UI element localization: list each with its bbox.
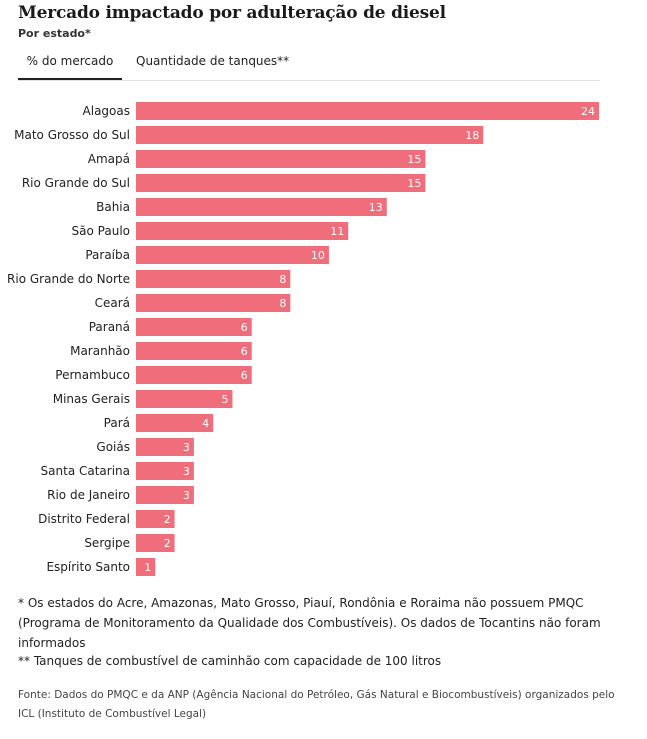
tab-bar: % do mercado Quantidade de tanques** bbox=[18, 46, 600, 81]
bar[interactable] bbox=[136, 246, 329, 264]
value-label: 13 bbox=[369, 201, 383, 214]
chart-subtitle: Por estado* bbox=[18, 27, 91, 40]
value-label: 1 bbox=[144, 561, 151, 574]
bar[interactable] bbox=[136, 342, 252, 360]
value-label: 15 bbox=[407, 177, 421, 190]
category-label: Minas Gerais bbox=[53, 392, 130, 406]
bar[interactable] bbox=[136, 294, 291, 312]
value-label: 3 bbox=[183, 465, 190, 478]
bar[interactable] bbox=[136, 198, 387, 216]
bar[interactable] bbox=[136, 126, 484, 144]
value-label: 11 bbox=[330, 225, 344, 238]
value-label: 10 bbox=[311, 249, 325, 262]
footnote-states: * Os estados do Acre, Amazonas, Mato Gro… bbox=[18, 596, 601, 650]
bar[interactable] bbox=[136, 414, 214, 432]
category-label: Goiás bbox=[96, 440, 130, 454]
bar[interactable] bbox=[136, 222, 349, 240]
value-label: 6 bbox=[241, 369, 248, 382]
bar[interactable] bbox=[136, 558, 156, 576]
category-label: Santa Catarina bbox=[41, 464, 130, 478]
value-label: 3 bbox=[183, 489, 190, 502]
category-label: Sergipe bbox=[84, 536, 130, 550]
category-label: Espírito Santo bbox=[46, 560, 130, 574]
value-label: 8 bbox=[279, 297, 286, 310]
value-label: 6 bbox=[241, 321, 248, 334]
category-label: Rio Grande do Norte bbox=[7, 272, 130, 286]
bar[interactable] bbox=[136, 366, 252, 384]
value-label: 2 bbox=[164, 513, 171, 526]
value-label: 2 bbox=[164, 537, 171, 550]
bar[interactable] bbox=[136, 510, 175, 528]
bar[interactable] bbox=[136, 486, 194, 504]
bar[interactable] bbox=[136, 150, 426, 168]
category-label: Paraíba bbox=[85, 248, 130, 262]
category-label: Pará bbox=[104, 416, 130, 430]
bar[interactable] bbox=[136, 102, 599, 120]
category-label: Ceará bbox=[95, 296, 130, 310]
bar[interactable] bbox=[136, 390, 233, 408]
value-label: 15 bbox=[407, 153, 421, 166]
chart-title: Mercado impactado por adulteração de die… bbox=[18, 3, 446, 23]
bar[interactable] bbox=[136, 270, 291, 288]
category-label: Amapá bbox=[88, 152, 130, 166]
bar[interactable] bbox=[136, 462, 194, 480]
category-label: Rio de Janeiro bbox=[47, 488, 130, 502]
bar[interactable] bbox=[136, 174, 426, 192]
category-label: Alagoas bbox=[83, 104, 130, 118]
tab-percent-market[interactable]: % do mercado bbox=[18, 54, 122, 80]
category-label: São Paulo bbox=[72, 224, 130, 238]
value-label: 18 bbox=[465, 129, 479, 142]
bar[interactable] bbox=[136, 438, 194, 456]
category-label: Maranhão bbox=[70, 344, 130, 358]
value-label: 6 bbox=[241, 345, 248, 358]
value-label: 4 bbox=[202, 417, 209, 430]
footnote-tanks: ** Tanques de combustível de caminhão co… bbox=[18, 654, 442, 668]
category-label: Rio Grande do Sul bbox=[22, 176, 130, 190]
value-label: 24 bbox=[581, 105, 595, 118]
tab-tank-quantity[interactable]: Quantidade de tanques** bbox=[136, 54, 290, 68]
bar[interactable] bbox=[136, 534, 175, 552]
bar[interactable] bbox=[136, 318, 252, 336]
value-label: 5 bbox=[221, 393, 228, 406]
category-label: Pernambuco bbox=[55, 368, 130, 382]
value-label: 8 bbox=[279, 273, 286, 286]
category-label: Distrito Federal bbox=[38, 512, 130, 526]
value-label: 3 bbox=[183, 441, 190, 454]
category-label: Bahia bbox=[96, 200, 130, 214]
category-label: Mato Grosso do Sul bbox=[14, 128, 130, 142]
source-note: Fonte: Dados do PMQC e da ANP (Agência N… bbox=[18, 689, 615, 720]
category-label: Paraná bbox=[89, 320, 130, 334]
